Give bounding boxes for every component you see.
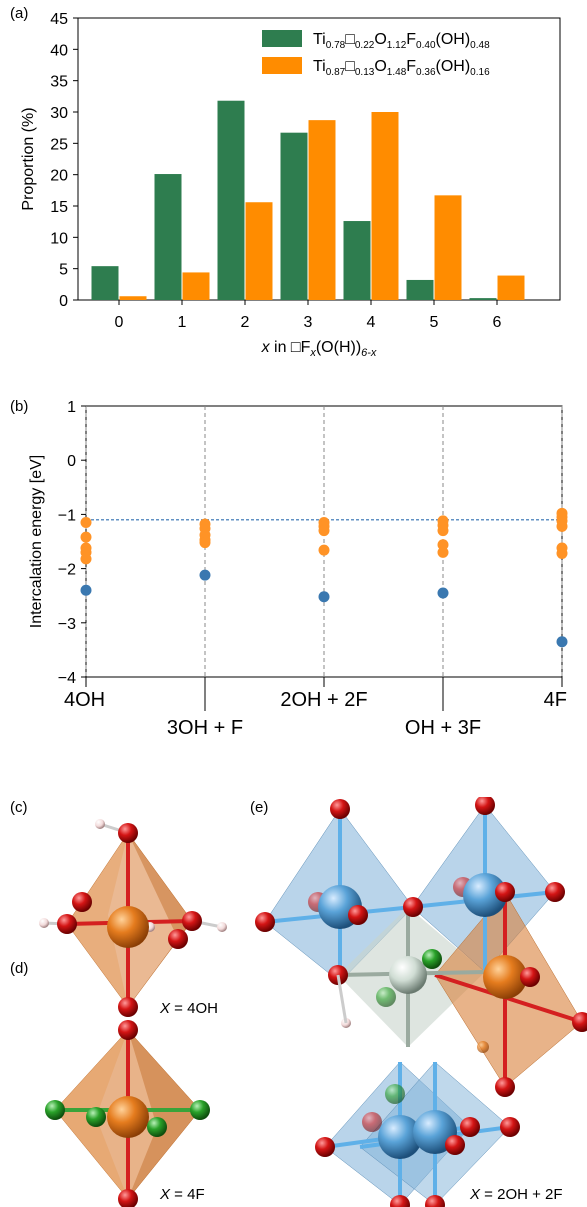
scatter-chart-intercalation-energy: 4OH 3OH + F 2OH + 2F OH + 3F 4F −4 −3 −2 −1 0 1 Int… [28,399,568,739]
data-point [80,553,92,565]
caption-4oh: X = 4OH [159,1000,218,1017]
data-point [80,584,92,596]
bar-green [91,266,119,300]
panel-label-d: (d) [10,960,29,977]
y-axis-label: Proportion (%) [20,107,37,210]
x-tick-label: 2OH + 2F [280,689,367,711]
data-point [80,517,92,529]
y-tick-label: 30 [50,105,68,122]
y-tick-label: 15 [50,199,68,216]
data-point [556,520,568,532]
data-point [437,587,449,599]
data-point [318,544,330,556]
octahedron-4oh [39,819,227,1017]
data-point [437,546,449,558]
bar-green [280,132,308,300]
panel-label-a: (a) [10,5,29,22]
legend-entry: Ti0.87□0.13O1.48F0.36(OH)0.16 [313,58,490,78]
caption-4f: X = 4F [159,1186,205,1203]
bar-orange [497,275,525,300]
bar-orange [434,195,462,300]
panel-label-c: (c) [10,799,28,816]
data-point [318,525,330,537]
data-point [199,569,211,581]
data-point [437,525,449,537]
y-tick-label: −4 [58,670,76,687]
bar-orange [182,272,210,300]
x-axis-label: x in □Fx(O(H))6-x [261,339,377,359]
octahedron-4f [45,1020,210,1207]
y-tick-label: −2 [58,562,76,579]
y-tick-label: −3 [58,616,76,633]
x-tick-label: 5 [430,314,439,331]
y-tick-label: 1 [67,399,76,416]
bar-green [406,279,434,300]
legend-swatch [262,57,302,74]
data-point [80,531,92,543]
x-tick-label: OH + 3F [405,717,481,739]
y-tick-label: 0 [67,453,76,470]
bar-green [217,100,245,300]
legend-swatch [262,30,302,47]
crystal-structure-figures: X = 4OH X = 4F [39,797,587,1207]
x-tick-label: 2 [241,314,250,331]
y-tick-label: 0 [59,293,68,310]
x-tick-label: 4OH [64,689,105,711]
y-tick-label: 10 [50,230,68,247]
x-tick-label: 1 [178,314,187,331]
x-tick-label: 4F [544,689,567,711]
bar-green [343,221,371,300]
y-tick-label: 40 [50,42,68,59]
bar-orange [245,202,273,300]
y-tick-label: 35 [50,74,68,91]
bar-green [469,298,497,300]
y-tick-label: 5 [59,262,68,279]
data-point [318,591,330,603]
x-tick-label: 3OH + F [167,717,243,739]
x-tick-label: 6 [493,314,502,331]
data-point [556,547,568,559]
x-tick-label: 4 [367,314,376,331]
y-tick-label: 20 [50,168,68,185]
x-tick-label: 3 [304,314,313,331]
bar-green [154,174,182,300]
panel-label-b: (b) [10,398,29,415]
bar-orange [119,296,147,300]
y-axis-label: Intercalation energy [eV] [28,455,45,628]
bar-orange [308,120,336,300]
data-point [437,539,449,551]
x-tick-label: 0 [115,314,124,331]
legend-entry: Ti0.78□0.22O1.12F0.40(OH)0.48 [313,31,490,51]
data-point [199,537,211,549]
panel-label-e: (e) [250,799,269,816]
y-tick-label: 45 [50,11,68,28]
y-tick-label: 25 [50,136,68,153]
bar-orange [371,112,399,300]
y-tick-label: −1 [58,507,76,524]
cluster-2oh-2f [255,797,587,1207]
caption-2oh-2f: X = 2OH + 2F [469,1186,563,1203]
data-point [556,636,568,648]
